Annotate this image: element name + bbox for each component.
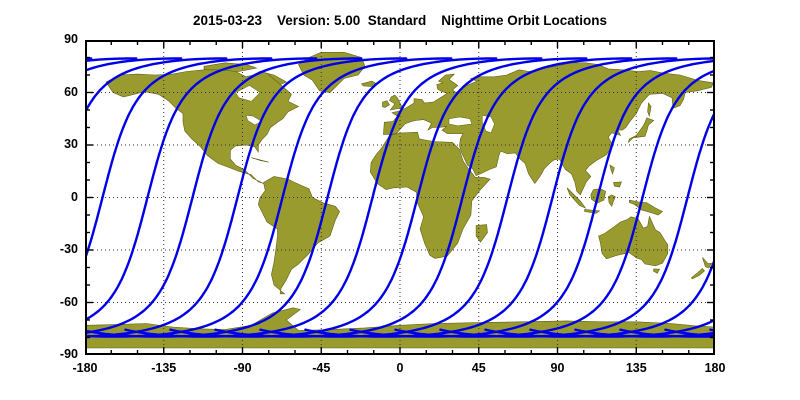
- x-tick-label: 0: [396, 361, 404, 375]
- landmass-japan: [627, 117, 655, 144]
- orbit-track: [214, 57, 633, 338]
- orbit-track: [394, 57, 800, 338]
- landmass-luzon: [609, 164, 615, 175]
- orbit-track: [0, 57, 363, 338]
- landmass-eurasia: [383, 62, 714, 196]
- orbit-track: [34, 57, 453, 338]
- landmass-australia: [598, 215, 669, 267]
- orbit-track: [304, 57, 723, 338]
- landmass-antarctica: [84, 307, 716, 349]
- landmass-south-america: [257, 176, 340, 295]
- lake-great-lakes: [245, 115, 263, 126]
- x-tick-label: 90: [550, 361, 565, 375]
- orbit-track: [124, 57, 543, 338]
- landmass-africa: [369, 131, 491, 259]
- landmass-tasmania: [653, 268, 660, 274]
- y-tick-label: 90: [64, 32, 78, 46]
- plot-area: [0, 39, 800, 356]
- chart-title: 2015-03-23 Version: 5.00 Standard Nightt…: [192, 13, 608, 28]
- landmass-sumatra: [566, 187, 587, 209]
- y-tick-label: -30: [59, 242, 78, 256]
- x-tick-label: -135: [151, 361, 177, 375]
- x-tick-label: 135: [625, 361, 647, 375]
- landmass-new-guinea: [629, 199, 664, 216]
- x-tick-label: -180: [72, 361, 98, 375]
- landmass-cuba: [251, 157, 269, 163]
- landmass-nz-north: [702, 257, 713, 269]
- x-tick-label: 45: [471, 361, 486, 375]
- landmass-ireland: [382, 100, 390, 108]
- orbit-track: [0, 57, 408, 338]
- y-tick-label: 30: [64, 137, 78, 151]
- x-tick-label: -90: [233, 361, 252, 375]
- x-tick-label: 180: [704, 361, 726, 375]
- landmass-nz-south: [690, 267, 705, 280]
- orbit-track: [349, 57, 768, 338]
- orbit-track: [259, 57, 678, 338]
- orbit-track: [169, 57, 588, 338]
- y-tick-label: 60: [64, 84, 78, 99]
- y-tick-label: -60: [59, 294, 78, 309]
- orbit-track: [79, 57, 498, 338]
- x-tick-label: -45: [312, 361, 331, 375]
- y-tick-label: 0: [71, 189, 78, 204]
- landmass-sakhalin: [647, 102, 652, 118]
- plot-frame: [85, 40, 715, 355]
- orbit-track: [0, 57, 318, 338]
- lake-black-sea: [448, 116, 473, 127]
- y-tick-label: -90: [59, 347, 78, 361]
- map-canvas: [0, 39, 800, 356]
- landmass-mindanao: [613, 181, 622, 188]
- lake-hudson-bay: [235, 85, 261, 102]
